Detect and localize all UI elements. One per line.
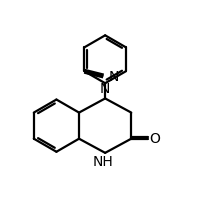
Text: N: N xyxy=(100,82,110,96)
Text: NH: NH xyxy=(93,155,113,169)
Text: O: O xyxy=(149,132,160,146)
Text: N: N xyxy=(108,70,118,84)
